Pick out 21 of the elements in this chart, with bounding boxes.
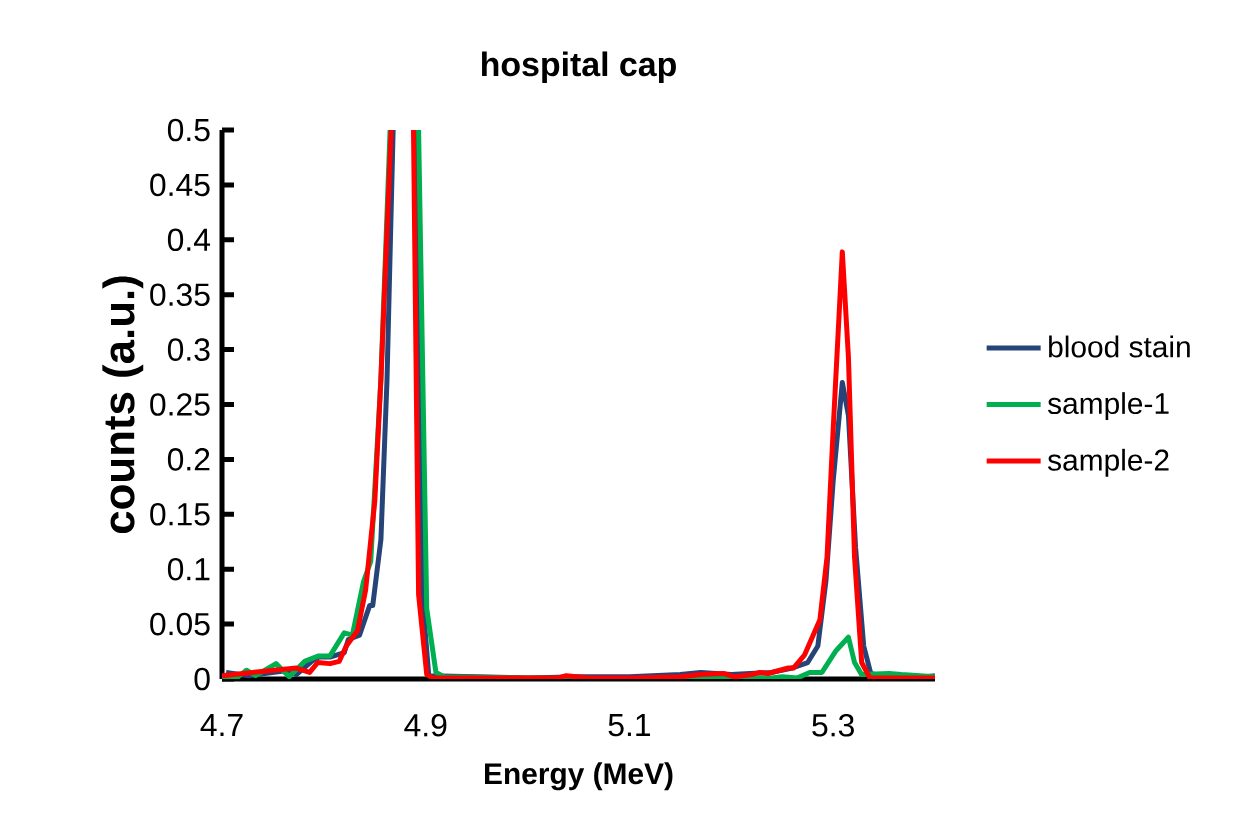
y-tick-label: 0.5: [167, 118, 210, 142]
y-tick-label: 0.4: [167, 228, 211, 252]
legend-label: sample-1: [1047, 392, 1169, 421]
x-axis-title: Energy (MeV): [485, 762, 673, 791]
y-tick-label: 0.45: [150, 173, 210, 197]
legend-label: blood stain: [1049, 335, 1190, 358]
y-tick-label: 0.1: [167, 557, 210, 581]
y-tick-label: 0: [194, 667, 210, 691]
x-tick-label: 4.9: [404, 714, 447, 737]
y-axis-title: counts (a.u.): [102, 276, 144, 534]
x-tick-label: 5.1: [608, 714, 651, 737]
y-tick-label: 0.2: [167, 448, 210, 471]
y-tick-label: 0.35: [150, 283, 210, 306]
y-tick-label: 0.15: [150, 503, 210, 526]
y-tick-label: 0.25: [150, 393, 210, 416]
x-tick-label: 5.3: [812, 714, 854, 737]
x-tick-label: 4.7: [200, 714, 243, 736]
y-tick-label: 0.05: [150, 612, 210, 636]
y-tick-label: 0.3: [167, 338, 210, 361]
legend-label: sample-2: [1047, 448, 1169, 477]
chart-title: hospital cap: [482, 51, 676, 83]
